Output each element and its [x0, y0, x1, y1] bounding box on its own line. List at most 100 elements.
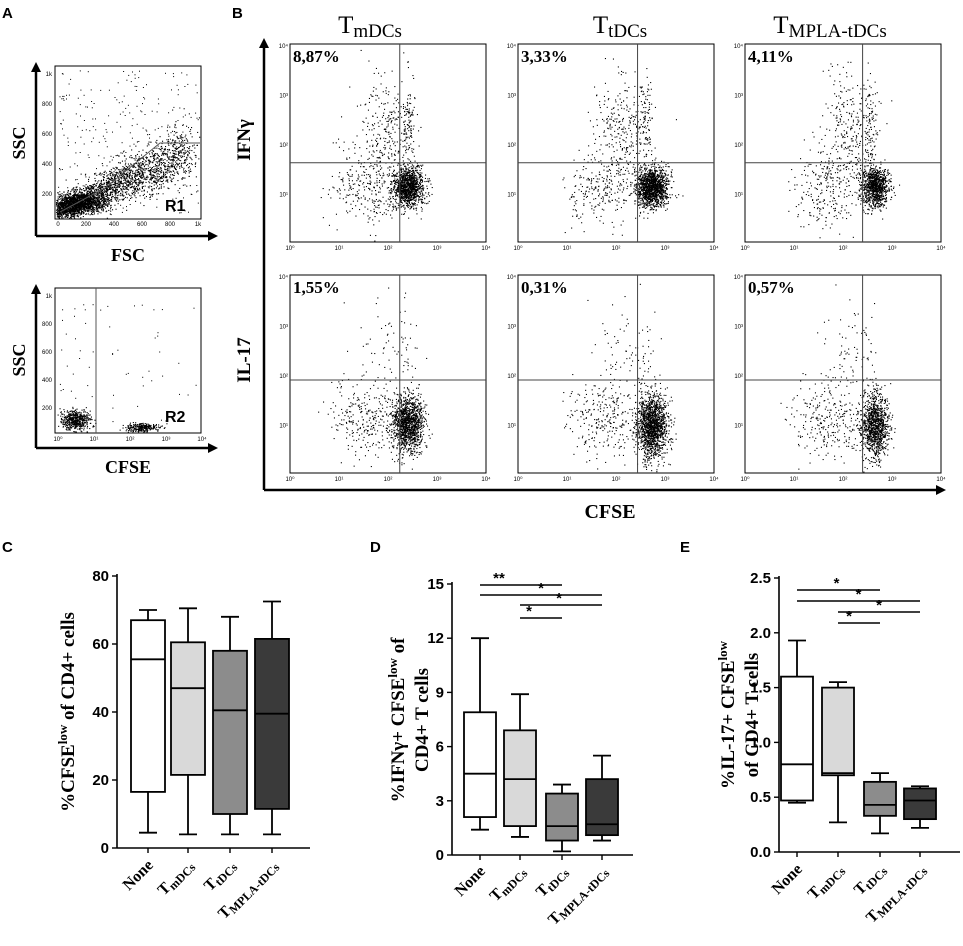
- event-dot: [130, 184, 132, 186]
- event-dot: [84, 425, 86, 427]
- event-dot: [125, 174, 127, 176]
- event-dot: [153, 181, 155, 183]
- event-dot: [136, 123, 138, 125]
- event-dot: [68, 428, 70, 430]
- event-dot: [163, 177, 165, 179]
- event-dot: [72, 187, 74, 189]
- event-dot: [108, 209, 110, 211]
- event-dot: [182, 145, 184, 147]
- event-dot: [69, 429, 71, 431]
- event-dot: [397, 194, 399, 196]
- event-dot: [137, 189, 139, 191]
- event-dot: [185, 134, 187, 136]
- event-dot: [130, 178, 132, 180]
- event-dot: [63, 409, 65, 411]
- event-dot: [178, 146, 180, 148]
- event-dot: [71, 410, 73, 412]
- event-dot: [69, 414, 71, 416]
- event-dot: [87, 192, 89, 194]
- event-dot: [157, 154, 159, 156]
- event-dot: [102, 186, 104, 188]
- event-dot: [410, 166, 412, 168]
- event-dot: [145, 160, 147, 162]
- event-dot: [172, 155, 174, 157]
- event-dot: [79, 203, 81, 205]
- event-dot: [130, 197, 132, 199]
- event-dot: [101, 197, 103, 199]
- event-dot: [134, 172, 136, 174]
- event-dot: [132, 179, 134, 181]
- event-dot: [84, 418, 86, 420]
- event-dot: [134, 85, 136, 87]
- event-dot: [130, 425, 132, 427]
- event-dot: [84, 196, 86, 198]
- event-dot: [84, 422, 86, 424]
- event-dot: [93, 196, 95, 198]
- event-dot: [92, 209, 94, 211]
- event-dot: [106, 131, 108, 133]
- event-dot: [127, 425, 129, 427]
- event-dot: [169, 138, 171, 140]
- event-dot: [159, 180, 161, 182]
- event-dot: [112, 156, 114, 158]
- event-dot: [171, 166, 173, 168]
- event-dot: [122, 177, 124, 179]
- event-dot: [140, 427, 142, 429]
- event-dot: [156, 182, 158, 184]
- y-axis-arrowhead: [31, 284, 41, 294]
- event-dot: [94, 195, 96, 197]
- event-dot: [155, 172, 157, 174]
- event-dot: [163, 151, 165, 153]
- event-dot: [130, 430, 132, 432]
- event-dot: [113, 190, 115, 192]
- event-dot: [174, 150, 176, 152]
- event-dot: [72, 198, 74, 200]
- event-dot: [109, 172, 111, 174]
- event-dot: [136, 163, 138, 165]
- event-dot: [67, 212, 69, 214]
- event-dot: [102, 194, 104, 196]
- event-dot: [161, 169, 163, 171]
- event-dot: [159, 176, 161, 178]
- event-dot: [134, 305, 135, 307]
- event-dot: [155, 170, 157, 172]
- event-dot: [425, 192, 427, 194]
- event-dot: [129, 182, 131, 184]
- event-dot: [166, 155, 168, 157]
- event-dot: [62, 211, 64, 213]
- event-dot: [172, 130, 174, 132]
- event-dot: [104, 204, 106, 206]
- event-dot: [135, 155, 137, 157]
- event-dot: [120, 188, 122, 190]
- event-dot: [88, 180, 90, 182]
- event-dot: [134, 166, 136, 168]
- event-dot: [171, 171, 173, 173]
- event-dot: [75, 194, 77, 196]
- event-dot: [84, 193, 86, 195]
- event-dot: [130, 180, 132, 182]
- event-dot: [179, 166, 181, 168]
- event-dot: [174, 131, 176, 133]
- event-dot: [120, 126, 122, 128]
- event-dot: [186, 147, 188, 148]
- event-dot: [67, 210, 69, 212]
- event-dot: [150, 179, 152, 181]
- event-dot: [78, 424, 80, 426]
- event-dot: [407, 187, 409, 189]
- event-dot: [189, 156, 191, 158]
- event-dot: [137, 184, 139, 186]
- event-dot: [161, 419, 162, 421]
- event-dot: [156, 162, 158, 164]
- event-dot: [396, 208, 398, 210]
- event-dot: [101, 192, 103, 194]
- event-dot: [182, 139, 184, 141]
- event-dot: [77, 420, 79, 422]
- event-dot: [166, 165, 168, 167]
- event-dot: [180, 151, 182, 153]
- event-dot: [149, 426, 151, 428]
- event-dot: [141, 424, 143, 426]
- event-dot: [410, 174, 412, 176]
- event-dot: [413, 194, 415, 196]
- event-dot: [154, 425, 156, 427]
- event-dot: [132, 430, 134, 432]
